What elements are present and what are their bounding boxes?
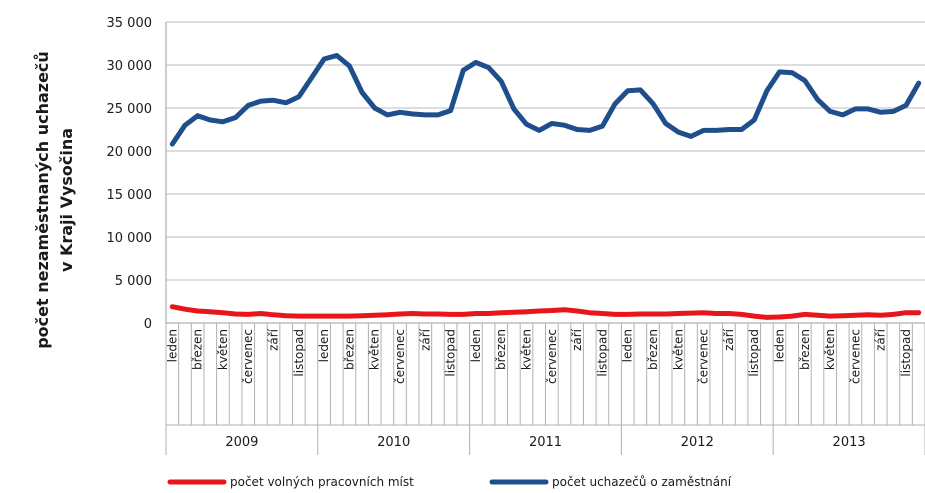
x-tick-label: květen: [368, 329, 382, 370]
x-tick-label: listopad: [595, 329, 609, 377]
y-axis-label: počet nezaměstnaných uchazečů v Kraji Vys…: [33, 51, 76, 349]
x-tick-label: září: [418, 328, 432, 351]
x-tick-label: září: [267, 328, 281, 351]
year-label: 2012: [681, 435, 714, 450]
y-tick-label: 35 000: [107, 16, 153, 31]
series-line-2: [169, 53, 922, 147]
x-tick-label: červenec: [848, 329, 862, 384]
legend: počet volných pracovních míst počet uchaz…: [167, 475, 732, 489]
series-lines: [169, 53, 922, 320]
y-tick-label: 0: [144, 317, 152, 332]
series-line-1: [169, 304, 922, 320]
x-tick-label: červenec: [393, 329, 407, 384]
x-tick-label: květen: [823, 329, 837, 370]
x-tick-label: březen: [646, 329, 660, 370]
year-label: 2010: [377, 435, 410, 450]
x-tick-label: červenec: [545, 329, 559, 384]
y-tick-label: 20 000: [107, 145, 153, 160]
y-tick-label: 10 000: [107, 231, 153, 246]
x-tick-label: listopad: [444, 329, 458, 377]
y-axis-title-line: v Kraji Vysočina: [57, 128, 76, 272]
year-label: 2013: [833, 435, 866, 450]
x-tick-label: březen: [191, 329, 205, 370]
x-tick-label: květen: [520, 329, 534, 370]
x-tick-label: leden: [165, 329, 179, 362]
x-tick-label: listopad: [899, 329, 913, 377]
y-tick-label: 30 000: [107, 59, 153, 74]
x-tick-label: červenec: [697, 329, 711, 384]
x-tick-label: červenec: [241, 329, 255, 384]
x-tick-label: květen: [216, 329, 230, 370]
x-category-axis: leden březen květen červenec září listopad led…: [165, 323, 925, 455]
x-tick-label: leden: [773, 329, 787, 362]
x-tick-label: září: [722, 328, 736, 351]
year-label: 2011: [529, 435, 562, 450]
legend-label: počet uchazečů o zaměstnání: [552, 475, 732, 489]
x-tick-label: listopad: [292, 329, 306, 377]
gridlines: [166, 21, 925, 324]
x-tick-label: květen: [671, 329, 685, 370]
x-tick-label: leden: [469, 329, 483, 362]
y-tick-label: 5 000: [115, 274, 152, 289]
x-tick-label: listopad: [747, 329, 761, 377]
y-tick-label: 15 000: [107, 188, 153, 203]
x-tick-label: leden: [317, 329, 331, 362]
y-tick-label: 25 000: [107, 102, 153, 117]
y-axis-title-line: počet nezaměstnaných uchazečů: [33, 51, 52, 349]
x-tick-label: leden: [621, 329, 635, 362]
x-tick-label: březen: [494, 329, 508, 370]
x-tick-label: září: [570, 328, 584, 351]
x-tick-label: březen: [342, 329, 356, 370]
y-tick-labels: 0 5 000 10 000 15 000 20 000 25 000 30 000 35 0…: [107, 16, 153, 332]
x-tick-label: březen: [798, 329, 812, 370]
year-label: 2009: [225, 435, 258, 450]
x-tick-label: září: [874, 328, 888, 351]
legend-label: počet volných pracovních míst: [230, 475, 414, 489]
axes: [165, 22, 925, 324]
